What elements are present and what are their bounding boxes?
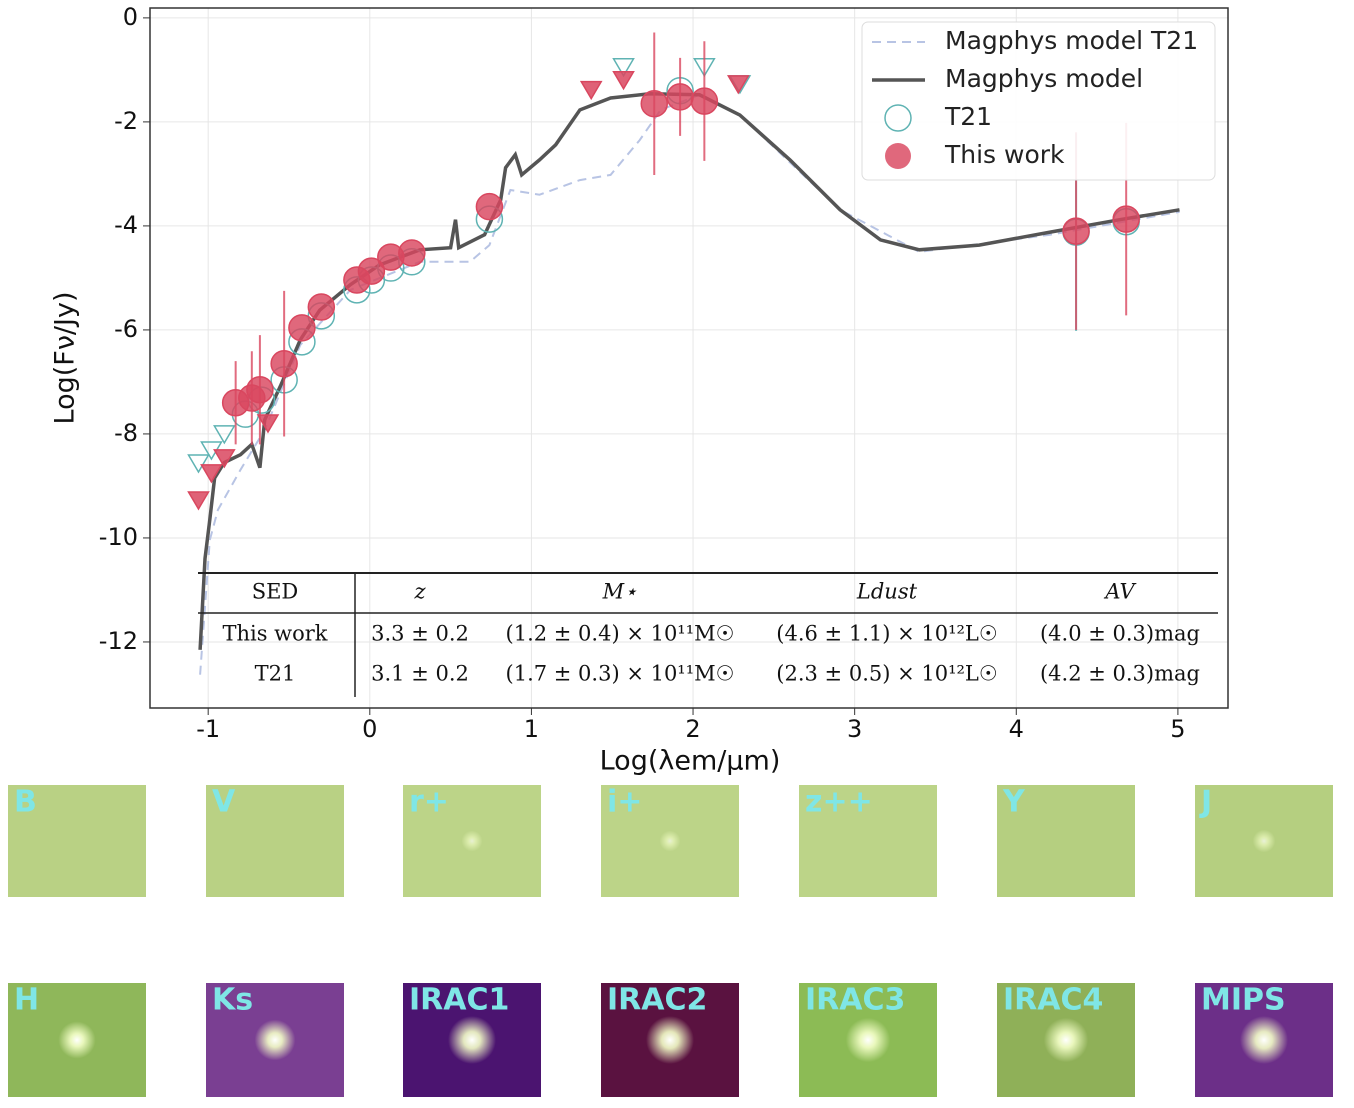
y-tick-label: -10 <box>99 523 138 551</box>
table-cell: (4.2 ± 0.3)mag <box>1040 662 1200 686</box>
cutout-label: B <box>14 785 37 820</box>
cutout-source <box>461 830 483 852</box>
cutout-image <box>8 785 146 897</box>
x-tick-label: 3 <box>847 715 862 743</box>
cutout-image <box>997 785 1135 897</box>
data-point <box>288 314 316 342</box>
upper-limit <box>612 58 635 78</box>
data-point <box>690 87 719 115</box>
data-point <box>398 239 426 267</box>
table-cell: (4.6 ± 1.1) × 10¹²L☉ <box>776 622 997 646</box>
table-header: z <box>413 580 426 604</box>
legend-swatch <box>885 143 911 169</box>
cutout-label: MIPS <box>1201 983 1286 1018</box>
legend-label: Magphys model <box>945 64 1143 93</box>
table-cell: T21 <box>255 662 296 686</box>
legend-box <box>861 21 1216 181</box>
y-tick-label: -12 <box>99 627 138 655</box>
x-tick-label: -1 <box>196 715 220 743</box>
cutout-label: IRAC1 <box>409 983 509 1018</box>
cutout-label: z++ <box>805 785 873 820</box>
x-tick-label: 5 <box>1170 715 1185 743</box>
table-cell: (1.2 ± 0.4) × 10¹¹M☉ <box>506 622 735 646</box>
cutout-label: IRAC2 <box>607 983 707 1018</box>
data-point <box>666 83 694 111</box>
y-tick-label: -2 <box>114 107 138 135</box>
data-point <box>1062 217 1090 245</box>
table-cell: (2.3 ± 0.5) × 10¹²L☉ <box>776 662 997 686</box>
cutout-source <box>845 1017 891 1063</box>
upper-limit <box>213 449 236 469</box>
table-cell: This work <box>222 622 327 646</box>
cutout-label: r+ <box>409 785 449 820</box>
cutout-image <box>206 785 344 897</box>
cutout-source <box>646 1016 694 1064</box>
upper-limit <box>213 425 236 445</box>
table-header: M⋆ <box>602 580 638 604</box>
data-point <box>270 349 298 378</box>
table-header: SED <box>252 580 299 604</box>
x-tick-label: 1 <box>524 715 539 743</box>
legend-swatch <box>884 104 912 132</box>
legend-label: Magphys model T21 <box>945 26 1198 55</box>
y-tick-label: -8 <box>114 419 138 447</box>
x-tick-label: 4 <box>1009 715 1024 743</box>
cutout-source <box>659 830 681 852</box>
legend: Magphys model T21 Magphys model T21 This wo… <box>861 21 1216 181</box>
data-point <box>475 192 504 221</box>
plot-frame <box>149 7 1229 709</box>
cutout-source <box>448 1016 496 1064</box>
legend-label: T21 <box>944 102 992 131</box>
x-tick-label: 0 <box>362 715 377 743</box>
upper-limit <box>200 464 223 484</box>
upper-limit <box>612 71 635 91</box>
table-header: Ldust <box>856 580 918 604</box>
y-axis-label: Log(Fν/Jy) <box>50 292 81 425</box>
cutout-label: IRAC4 <box>1003 983 1103 1018</box>
table-cell: (1.7 ± 0.3) × 10¹¹M☉ <box>506 662 735 686</box>
table-cell: 3.3 ± 0.2 <box>371 622 469 646</box>
cutout-label: IRAC3 <box>805 983 905 1018</box>
data-point <box>307 293 336 321</box>
cutout-source <box>1043 1017 1089 1063</box>
cutout-source <box>58 1021 96 1059</box>
model-line <box>199 93 1180 675</box>
data-point <box>640 89 669 118</box>
cutout-label: Ks <box>212 983 253 1018</box>
legend-label: This work <box>944 140 1065 169</box>
y-tick-label: -4 <box>114 211 138 239</box>
data-point <box>246 375 274 404</box>
upper-limit <box>187 454 210 474</box>
result-table: SED z M⋆ Ldust AV This work 3.3 ± 0.2 (1.2 ± 0.… <box>198 572 1218 697</box>
table-header: AV <box>1103 580 1136 604</box>
x-axis-label: Log(λem/μm) <box>600 746 781 777</box>
cutout-label: V <box>212 785 236 820</box>
cutout-image <box>799 785 937 897</box>
upper-limit <box>187 491 210 511</box>
cutout-source <box>1252 829 1276 853</box>
cutout-label: i+ <box>607 785 642 820</box>
y-tick-label: 0 <box>123 3 138 31</box>
upper-limit <box>726 75 750 95</box>
cutout-source <box>1240 1016 1288 1064</box>
upper-limit <box>579 80 603 101</box>
data-point <box>1112 205 1140 233</box>
table-cell: 3.1 ± 0.2 <box>371 662 469 686</box>
data-layer <box>187 32 1180 675</box>
cutout-label: H <box>14 983 39 1018</box>
cutout-label: Y <box>1002 785 1026 820</box>
cutout-source <box>254 1019 296 1061</box>
table-cell: (4.0 ± 0.3)mag <box>1040 622 1200 646</box>
data-point <box>357 257 386 285</box>
cutout-label: J <box>1199 785 1212 820</box>
upper-limit <box>256 414 280 434</box>
x-tick-label: 2 <box>685 715 700 743</box>
y-tick-label: -6 <box>114 315 138 343</box>
